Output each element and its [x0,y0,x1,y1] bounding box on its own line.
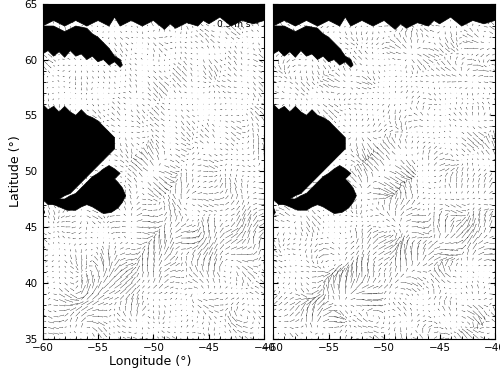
Polygon shape [273,104,345,205]
Polygon shape [273,4,495,29]
Polygon shape [42,104,115,205]
Polygon shape [278,166,356,214]
Polygon shape [42,4,264,29]
Text: (a): (a) [47,9,66,23]
Polygon shape [273,205,276,218]
Y-axis label: Latitude (°): Latitude (°) [8,135,22,207]
Polygon shape [42,26,122,67]
Polygon shape [273,26,353,67]
Text: Longitude (°): Longitude (°) [109,355,191,368]
Polygon shape [48,166,126,214]
Text: (b): (b) [278,9,297,23]
Text: 0.5 m s⁻¹: 0.5 m s⁻¹ [216,20,258,29]
Polygon shape [42,205,44,218]
